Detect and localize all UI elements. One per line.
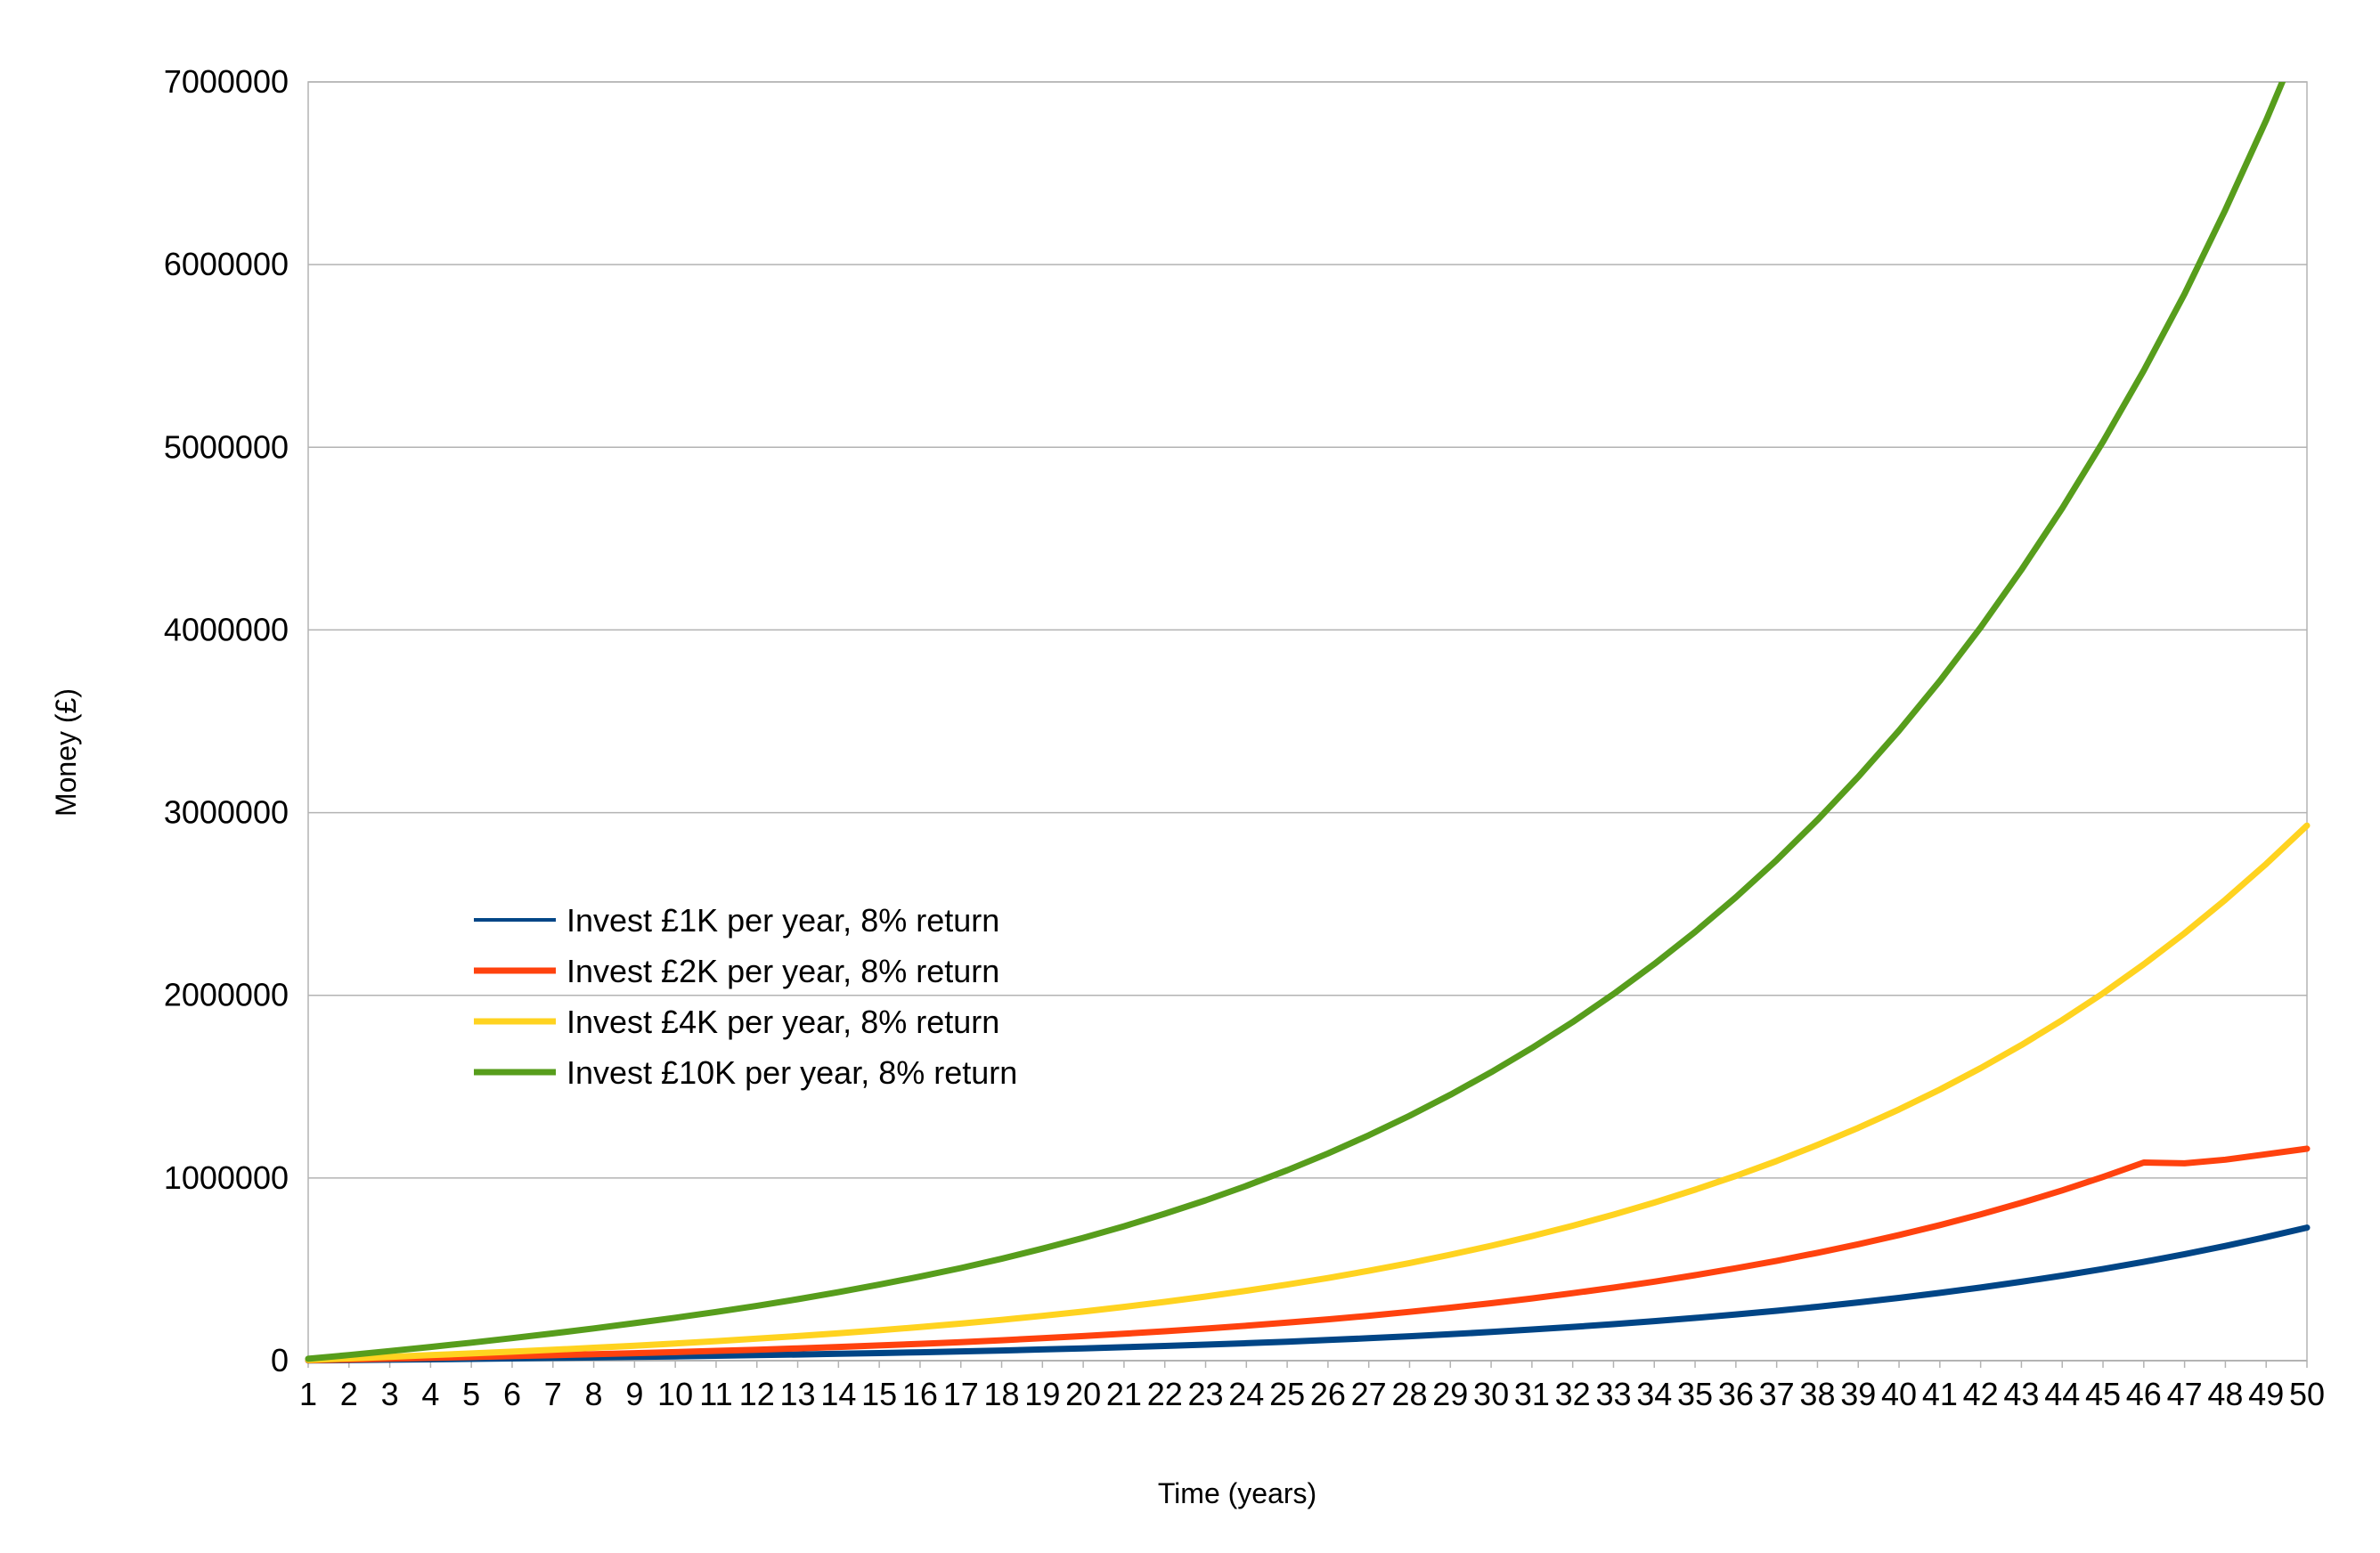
x-tick-label: 31 — [1514, 1376, 1550, 1412]
x-tick-label: 45 — [2085, 1376, 2121, 1412]
legend-entry-label: Invest £4K per year, 8% return — [566, 1004, 999, 1040]
series-lines — [305, 82, 2311, 1364]
x-tick-label: 1 — [299, 1376, 317, 1412]
x-tick-label: 36 — [1718, 1376, 1754, 1412]
x-tick-label: 49 — [2248, 1376, 2284, 1412]
x-tick-label: 48 — [2207, 1376, 2243, 1412]
x-tick-label: 13 — [780, 1376, 816, 1412]
legend-entry-label: Invest £1K per year, 8% return — [566, 902, 999, 939]
y-tick-label: 7000000 — [164, 63, 289, 100]
x-tick-label: 25 — [1269, 1376, 1305, 1412]
x-tick-label: 12 — [739, 1376, 775, 1412]
x-tick-label: 8 — [585, 1376, 603, 1412]
x-tick-label: 18 — [984, 1376, 1020, 1412]
x-tick-label: 4 — [421, 1376, 439, 1412]
x-tick-label: 37 — [1759, 1376, 1795, 1412]
y-tick-label: 3000000 — [164, 794, 289, 831]
y-tick-label: 6000000 — [164, 246, 289, 282]
x-tick-label: 6 — [503, 1376, 521, 1412]
x-tick-label: 32 — [1555, 1376, 1591, 1412]
x-tick-label: 39 — [1840, 1376, 1876, 1412]
legend-entry-label: Invest £10K per year, 8% return — [566, 1054, 1017, 1091]
y-axis-title: Money (£) — [50, 688, 82, 817]
x-tick-label: 28 — [1391, 1376, 1427, 1412]
x-tick-label: 24 — [1228, 1376, 1264, 1412]
series-line-2 — [305, 1145, 2311, 1364]
x-tick-label: 27 — [1351, 1376, 1387, 1412]
x-tick-label: 15 — [861, 1376, 897, 1412]
y-tick-labels: 0 1000000 2000000 3000000 4000000 5000000 6000… — [164, 63, 289, 1378]
x-tick-label: 30 — [1473, 1376, 1509, 1412]
x-tick-label: 19 — [1024, 1376, 1060, 1412]
x-tick-label: 11 — [699, 1376, 732, 1412]
y-tick-label: 0 — [271, 1342, 289, 1378]
series-line-4 — [305, 82, 2286, 1362]
x-tick-label: 21 — [1106, 1376, 1142, 1412]
x-tick-label: 47 — [2167, 1376, 2203, 1412]
x-tick-label: 20 — [1065, 1376, 1101, 1412]
x-tick-label: 46 — [2126, 1376, 2162, 1412]
x-tick-label: 22 — [1147, 1376, 1183, 1412]
x-tick-label: 35 — [1677, 1376, 1713, 1412]
x-tick-label: 50 — [2289, 1376, 2325, 1412]
y-tick-label: 2000000 — [164, 977, 289, 1013]
series-line-1 — [305, 1224, 2311, 1364]
y-tick-label: 1000000 — [164, 1159, 289, 1196]
x-tick-label: 26 — [1310, 1376, 1346, 1412]
x-tick-label: 17 — [943, 1376, 979, 1412]
x-tick-label: 42 — [1963, 1376, 1999, 1412]
legend-entry-label: Invest £2K per year, 8% return — [566, 953, 999, 989]
x-tick-label: 16 — [902, 1376, 938, 1412]
x-tick-label: 10 — [657, 1376, 693, 1412]
x-tick-label: 23 — [1187, 1376, 1223, 1412]
legend: Invest £1K per year, 8% return Invest £2K… — [474, 902, 1017, 1091]
x-tick-label: 40 — [1881, 1376, 1917, 1412]
x-tick-label: 5 — [462, 1376, 480, 1412]
x-tick-label: 3 — [381, 1376, 399, 1412]
series-line-3 — [305, 822, 2311, 1363]
x-tick-label: 29 — [1432, 1376, 1468, 1412]
x-axis-title: Time (years) — [1158, 1477, 1316, 1509]
x-tick-labels: 1 2 3 4 5 6 7 8 9 10 11 12 13 14 15 16 17 18 19 20 21 22 23 24 2… — [299, 1376, 2325, 1412]
x-tick-label: 43 — [2003, 1376, 2039, 1412]
axes — [307, 81, 2308, 1368]
plot-border — [307, 81, 2308, 1362]
x-tick-label: 44 — [2044, 1376, 2080, 1412]
x-tick-label: 2 — [340, 1376, 358, 1412]
x-tick-label: 14 — [820, 1376, 856, 1412]
x-tick-label: 41 — [1922, 1376, 1958, 1412]
x-tick-label: 7 — [544, 1376, 562, 1412]
y-tick-label: 4000000 — [164, 611, 289, 647]
x-tick-label: 34 — [1636, 1376, 1672, 1412]
y-tick-label: 5000000 — [164, 428, 289, 465]
x-tick-label: 38 — [1799, 1376, 1835, 1412]
x-tick-label: 9 — [625, 1376, 643, 1412]
x-tick-label: 33 — [1595, 1376, 1631, 1412]
